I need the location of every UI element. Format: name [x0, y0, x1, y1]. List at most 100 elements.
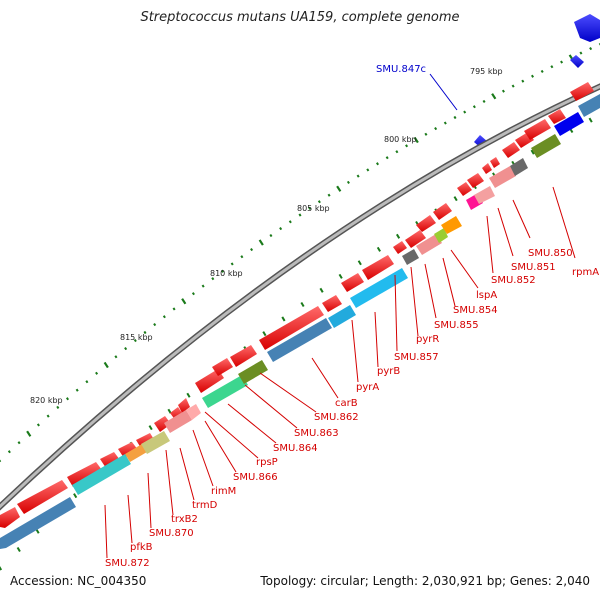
minor-tick [453, 115, 457, 120]
major-tick [491, 93, 497, 100]
cog-box [554, 112, 584, 136]
minor-tick [269, 233, 273, 238]
minor-tick [201, 284, 205, 288]
major-tick [26, 430, 32, 437]
minor-tick [356, 174, 360, 178]
gene-label-smu864: SMU.864 [273, 443, 318, 454]
label-leader-line [486, 215, 494, 274]
gene-arrow [548, 109, 566, 124]
minor-tick [366, 168, 370, 172]
cog-box [510, 158, 528, 176]
inner-tick [357, 260, 362, 266]
minor-tick [405, 144, 409, 148]
scale-label-810: 810 kbp [210, 269, 243, 278]
label-leader-line [244, 384, 298, 429]
inner-tick [338, 273, 343, 279]
label-leader-line [351, 319, 359, 383]
minor-tick [133, 338, 137, 343]
cog-box [125, 444, 147, 462]
gene-reverse-arrow [574, 14, 600, 42]
minor-tick [385, 156, 389, 160]
label-leader-line [410, 266, 419, 337]
label-leader-line [442, 257, 456, 307]
minor-tick [46, 414, 50, 418]
label-leader-line [104, 504, 108, 559]
minor-tick [172, 307, 176, 311]
minor-tick [143, 330, 147, 335]
minor-tick [85, 380, 89, 384]
gene-label-trmd: trmD [192, 500, 218, 511]
minor-tick [191, 292, 195, 296]
gene-arrow [212, 358, 233, 376]
gene-arrow [100, 452, 120, 468]
cog-category-track [0, 94, 600, 549]
label-leader-line [394, 274, 398, 352]
minor-tick [482, 99, 486, 104]
minor-tick [443, 121, 447, 125]
gene-label-smu872: SMU.872 [105, 558, 150, 569]
label-leader-line [311, 357, 339, 399]
gene-arrow [154, 416, 171, 432]
gene-arrow [67, 462, 102, 487]
gene-label-rpma: rpmA [572, 267, 599, 278]
scale-label-815: 815 kbp [120, 333, 153, 342]
gene-label-smu866: SMU.866 [233, 472, 278, 483]
minor-tick [501, 89, 505, 93]
gene-arrow [322, 295, 342, 312]
gene-arrow [118, 442, 138, 458]
map-title: Streptococcus mutans UA159, complete gen… [140, 10, 460, 25]
major-tick [103, 361, 109, 369]
scale-ruler [0, 43, 600, 571]
gene-arrow [230, 345, 257, 367]
inner-tick [73, 493, 78, 499]
minor-tick [124, 347, 128, 351]
gene-label-pyrr: pyrR [416, 334, 439, 345]
minor-tick [511, 84, 515, 88]
inner-tick [453, 196, 458, 202]
gene-arrow [570, 82, 594, 101]
gene-arrow [136, 433, 155, 448]
gene-arrow [0, 507, 20, 528]
major-tick [336, 185, 342, 192]
minor-tick [7, 450, 11, 454]
cog-box [402, 249, 419, 265]
genome-backbone [0, 83, 600, 511]
major-tick [258, 239, 264, 246]
scale-label-805: 805 kbp [297, 204, 330, 213]
minor-tick [327, 193, 331, 197]
inner-tick [300, 301, 305, 308]
scale-label-800: 800 kbp [384, 135, 417, 144]
gene-label-smu854: SMU.854 [453, 305, 498, 316]
gene-label-trxb2: trxB2 [171, 514, 198, 525]
minor-tick [56, 405, 60, 409]
minor-tick [95, 371, 99, 375]
label-leader-line [204, 411, 259, 459]
gene-arrow [524, 119, 551, 140]
gene-label-smu852: SMU.852 [491, 275, 536, 286]
cog-box [441, 216, 462, 234]
minor-tick [230, 262, 234, 266]
minor-tick [346, 180, 350, 184]
gene-label-smu862: SMU.862 [314, 412, 359, 423]
cog-box [474, 186, 495, 204]
cog-box [164, 410, 192, 433]
inner-tick [262, 331, 267, 337]
cog-box [489, 166, 516, 188]
gene-label-rpsp: rpsP [256, 457, 278, 468]
cog-box [267, 318, 332, 362]
label-leader-line [259, 372, 317, 413]
gene-label-smu847c: SMU.847c [376, 64, 426, 75]
minor-tick [531, 74, 534, 78]
minor-tick [376, 162, 379, 166]
minor-tick [66, 397, 69, 401]
minor-tick [75, 388, 79, 392]
minor-tick [424, 132, 428, 136]
scale-label-820: 820 kbp [30, 396, 63, 405]
minor-tick [240, 255, 244, 259]
gene-arrow [457, 182, 472, 196]
minor-tick [211, 277, 215, 281]
gene-arrow [259, 306, 324, 350]
minor-tick [308, 206, 312, 210]
cog-box [328, 305, 356, 328]
